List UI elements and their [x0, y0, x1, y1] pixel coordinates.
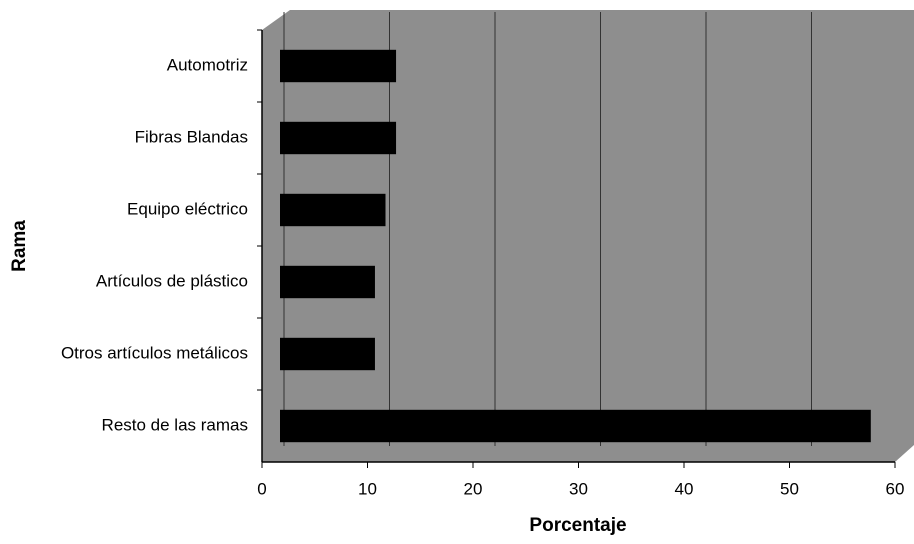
bar	[280, 265, 375, 299]
x-tick-label: 50	[780, 479, 799, 498]
x-tick-label: 30	[569, 479, 588, 498]
y-tick-label: Automotriz	[167, 55, 248, 74]
y-tick-label: Resto de las ramas	[102, 415, 248, 434]
plot-wall	[262, 10, 914, 462]
y-axis-title: Rama	[9, 220, 30, 272]
x-tick-label: 0	[257, 479, 266, 498]
y-tick-label: Fibras Blandas	[135, 127, 248, 146]
x-tick-label: 10	[358, 479, 377, 498]
x-tick-label: 20	[464, 479, 483, 498]
bar	[280, 337, 375, 371]
x-tick-label: 40	[675, 479, 694, 498]
bar	[280, 193, 386, 227]
y-tick-label: Artículos de plástico	[96, 271, 248, 290]
bar	[280, 409, 871, 443]
y-tick-label: Otros artículos metálicos	[61, 343, 248, 362]
bar	[280, 121, 397, 155]
y-tick-label: Equipo eléctrico	[127, 199, 248, 218]
x-axis-title: Porcentaje	[529, 515, 626, 536]
x-tick-label: 60	[886, 479, 905, 498]
bar	[280, 49, 397, 83]
